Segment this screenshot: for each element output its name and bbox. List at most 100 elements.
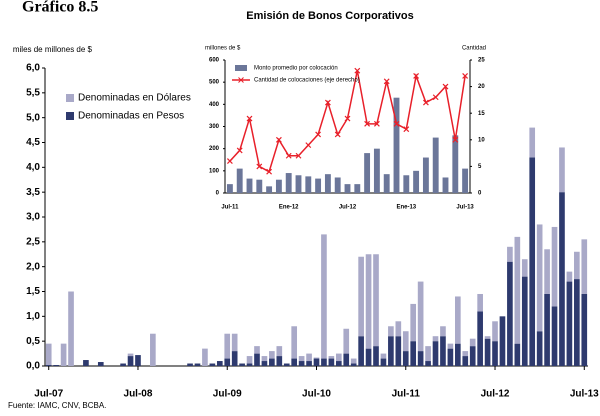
bar-segment: [462, 351, 469, 357]
bar-segment: [335, 361, 342, 366]
legend-swatch: [66, 94, 74, 102]
marker: [226, 158, 233, 165]
bar-segment: [127, 356, 134, 366]
bar-segment: [514, 343, 521, 366]
bar-segment: [298, 361, 305, 366]
y-tick-label: 4,5: [26, 137, 40, 148]
bar: [413, 170, 420, 193]
bar-segment: [194, 363, 201, 366]
bar-segment: [536, 331, 543, 366]
bar-segment: [231, 333, 238, 352]
bar-segment: [45, 343, 52, 366]
y-tick-label: 5,5: [26, 87, 40, 98]
y-tick-label: 0,0: [26, 361, 40, 372]
bar-segment: [328, 356, 335, 359]
bar-segment: [246, 363, 253, 366]
bar-segment: [150, 333, 156, 366]
y-tick-label: 0,5: [26, 336, 40, 347]
bar-segment: [566, 281, 573, 366]
inset-title: Emisión de Bonos Corporativos: [246, 10, 413, 22]
marker: [432, 94, 439, 101]
bar-segment: [529, 127, 536, 158]
bar-segment: [469, 338, 476, 347]
bar-segment: [574, 251, 580, 280]
bar-segment: [395, 321, 402, 337]
bar-segment: [239, 363, 245, 366]
figure-title: Gráfico 8.5: [22, 0, 98, 16]
y-tick-label: 400: [209, 102, 220, 108]
bar-segment: [492, 341, 498, 366]
bar: [256, 179, 263, 193]
bar-segment: [350, 363, 357, 366]
marker: [383, 78, 390, 85]
y-tick-label: 1,0: [26, 311, 40, 322]
bar: [442, 177, 449, 193]
bar-segment: [127, 353, 134, 357]
legend-marker: [238, 77, 244, 83]
bar: [403, 175, 410, 193]
source: Fuente: IAMC, CNV, BCBA.: [8, 401, 106, 410]
bar-segment: [343, 353, 350, 366]
y-tick-label: 0: [216, 191, 220, 197]
bar-segment: [120, 363, 126, 366]
bar-segment: [581, 239, 588, 294]
y-tick-label: 5,0: [26, 112, 40, 123]
bar-segment: [254, 353, 260, 366]
bar-segment: [246, 356, 253, 364]
bar: [364, 153, 371, 193]
bar-segment: [425, 346, 431, 362]
bar: [246, 178, 253, 193]
bar-segment: [365, 348, 372, 366]
bar-segment: [209, 363, 216, 366]
y2-tick-label: 25: [478, 58, 485, 64]
bar-segment: [514, 236, 521, 344]
y2-tick-label: 5: [478, 164, 482, 170]
bar-segment: [484, 338, 491, 366]
bar-segment: [507, 246, 513, 262]
bar-segment: [269, 358, 275, 366]
bar: [462, 168, 469, 193]
bar-segment: [559, 192, 565, 366]
bar-segment: [529, 157, 536, 366]
bar-segment: [97, 362, 104, 366]
bar-segment: [559, 147, 565, 193]
x-tick-label: Jul-08: [124, 389, 153, 400]
bar-segment: [484, 336, 491, 339]
marker: [354, 67, 361, 74]
bar: [226, 184, 233, 193]
legend-swatch: [235, 65, 247, 71]
bar: [422, 157, 429, 193]
bar-segment: [432, 341, 439, 366]
bar: [383, 174, 390, 193]
marker: [373, 120, 380, 127]
legend-swatch: [66, 112, 74, 120]
bar-segment: [358, 256, 364, 337]
bar-segment: [373, 254, 379, 347]
marker: [236, 147, 243, 154]
y-tick-label: 3,0: [26, 212, 40, 223]
y2-tick-label: 20: [478, 84, 485, 90]
bar-segment: [291, 358, 298, 366]
bar-segment: [410, 341, 417, 366]
bar-segment: [283, 363, 290, 366]
marker: [295, 152, 302, 159]
bar-segment: [306, 361, 312, 366]
bar-segment: [224, 333, 231, 359]
x-tick-label: Jul-11: [221, 205, 239, 211]
legend-label: Monto promedio por colocación: [254, 66, 338, 72]
bar-segment: [60, 343, 67, 366]
bar-segment: [410, 303, 417, 342]
bar-segment: [447, 343, 454, 349]
legend-label: Denominadas en Dólares: [78, 93, 191, 104]
x-tick-label: Jul-12: [339, 205, 357, 211]
bar-segment: [328, 358, 335, 366]
bar-segment: [313, 357, 320, 359]
bar-segment: [477, 293, 483, 312]
marker: [462, 73, 469, 79]
x-tick-label: Jul-13: [456, 205, 474, 211]
bar: [344, 184, 351, 193]
bar-segment: [440, 336, 446, 366]
y-tick-label: 500: [209, 80, 220, 86]
bar: [315, 178, 322, 193]
y2-axis-label: Cantidad: [462, 46, 486, 52]
